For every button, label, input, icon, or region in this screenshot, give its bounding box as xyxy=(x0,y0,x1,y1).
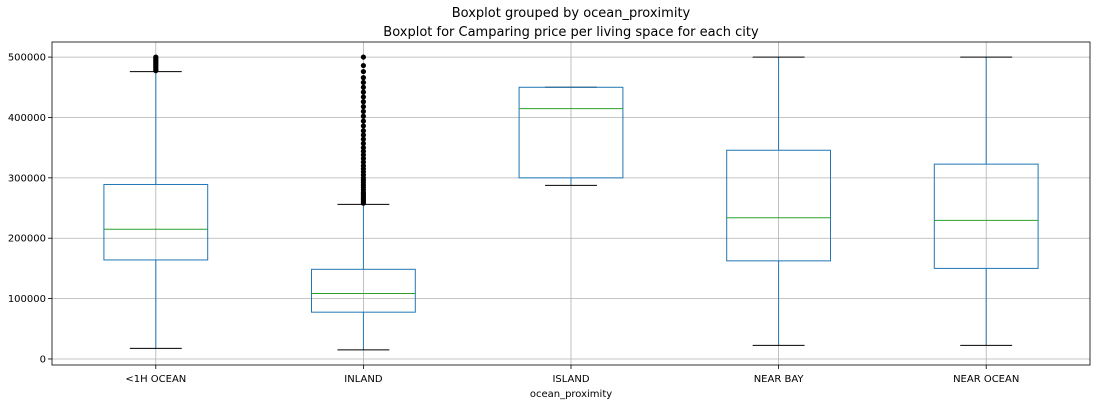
chart-title: Boxplot for Camparing price per living s… xyxy=(383,25,759,40)
outlier-point xyxy=(360,62,366,69)
outlier-point xyxy=(360,145,366,151)
x-axis-label: ocean_proximity xyxy=(530,389,612,400)
outlier-point xyxy=(360,113,366,119)
outlier-point xyxy=(360,136,366,142)
y-ticks: 0 100000 200000 300000 400000 500000 xyxy=(8,53,52,365)
x-tick-label: NEAR BAY xyxy=(754,374,805,385)
outlier-point xyxy=(360,89,366,95)
outlier-point xyxy=(360,79,366,86)
plot-frame xyxy=(51,41,1091,366)
outlier-point xyxy=(360,163,366,169)
box-group xyxy=(103,54,209,349)
box-iqr xyxy=(311,268,416,313)
outlier-point xyxy=(360,152,366,158)
outlier-point xyxy=(360,148,366,154)
outlier-point xyxy=(360,159,366,165)
outlier-point xyxy=(360,54,366,60)
x-tick-label: NEAR OCEAN xyxy=(953,374,1019,385)
outlier-point xyxy=(360,123,366,129)
box-iqr xyxy=(933,163,1039,269)
y-tick-label: 500000 xyxy=(8,53,46,64)
boxes xyxy=(103,54,1039,351)
outlier-point xyxy=(360,99,366,105)
x-tick-label: <1H OCEAN xyxy=(125,374,186,385)
x-ticks: <1H OCEAN INLAND ISLAND NEAR BAY NEAR OCEAN xyxy=(125,365,1019,385)
box-iqr xyxy=(103,183,209,261)
outlier-point xyxy=(360,68,366,75)
outlier-point xyxy=(360,155,366,162)
outlier-point xyxy=(360,94,366,100)
x-tick-label: ISLAND xyxy=(552,374,589,385)
y-tick-label: 400000 xyxy=(8,113,46,124)
y-tick-label: 0 xyxy=(40,354,46,365)
outlier-point xyxy=(153,54,159,60)
outlier-point xyxy=(360,140,366,147)
y-tick-label: 200000 xyxy=(8,234,46,245)
box-group xyxy=(518,86,624,186)
outlier-point xyxy=(360,84,366,90)
x-tick-label: INLAND xyxy=(344,374,383,385)
box-iqr xyxy=(726,149,832,262)
outlier-point xyxy=(360,75,366,81)
suptitle: Boxplot grouped by ocean_proximity xyxy=(452,6,691,21)
box-group xyxy=(726,56,832,346)
box-group xyxy=(311,54,416,351)
y-tick-label: 100000 xyxy=(8,294,46,305)
outlier-point xyxy=(360,104,366,110)
y-tick-label: 300000 xyxy=(8,173,46,184)
box-iqr xyxy=(518,86,624,179)
box-group xyxy=(933,56,1039,346)
outlier-point xyxy=(360,108,366,115)
outlier-point xyxy=(360,132,366,138)
outlier-point xyxy=(360,128,366,134)
outlier-point xyxy=(360,118,366,124)
